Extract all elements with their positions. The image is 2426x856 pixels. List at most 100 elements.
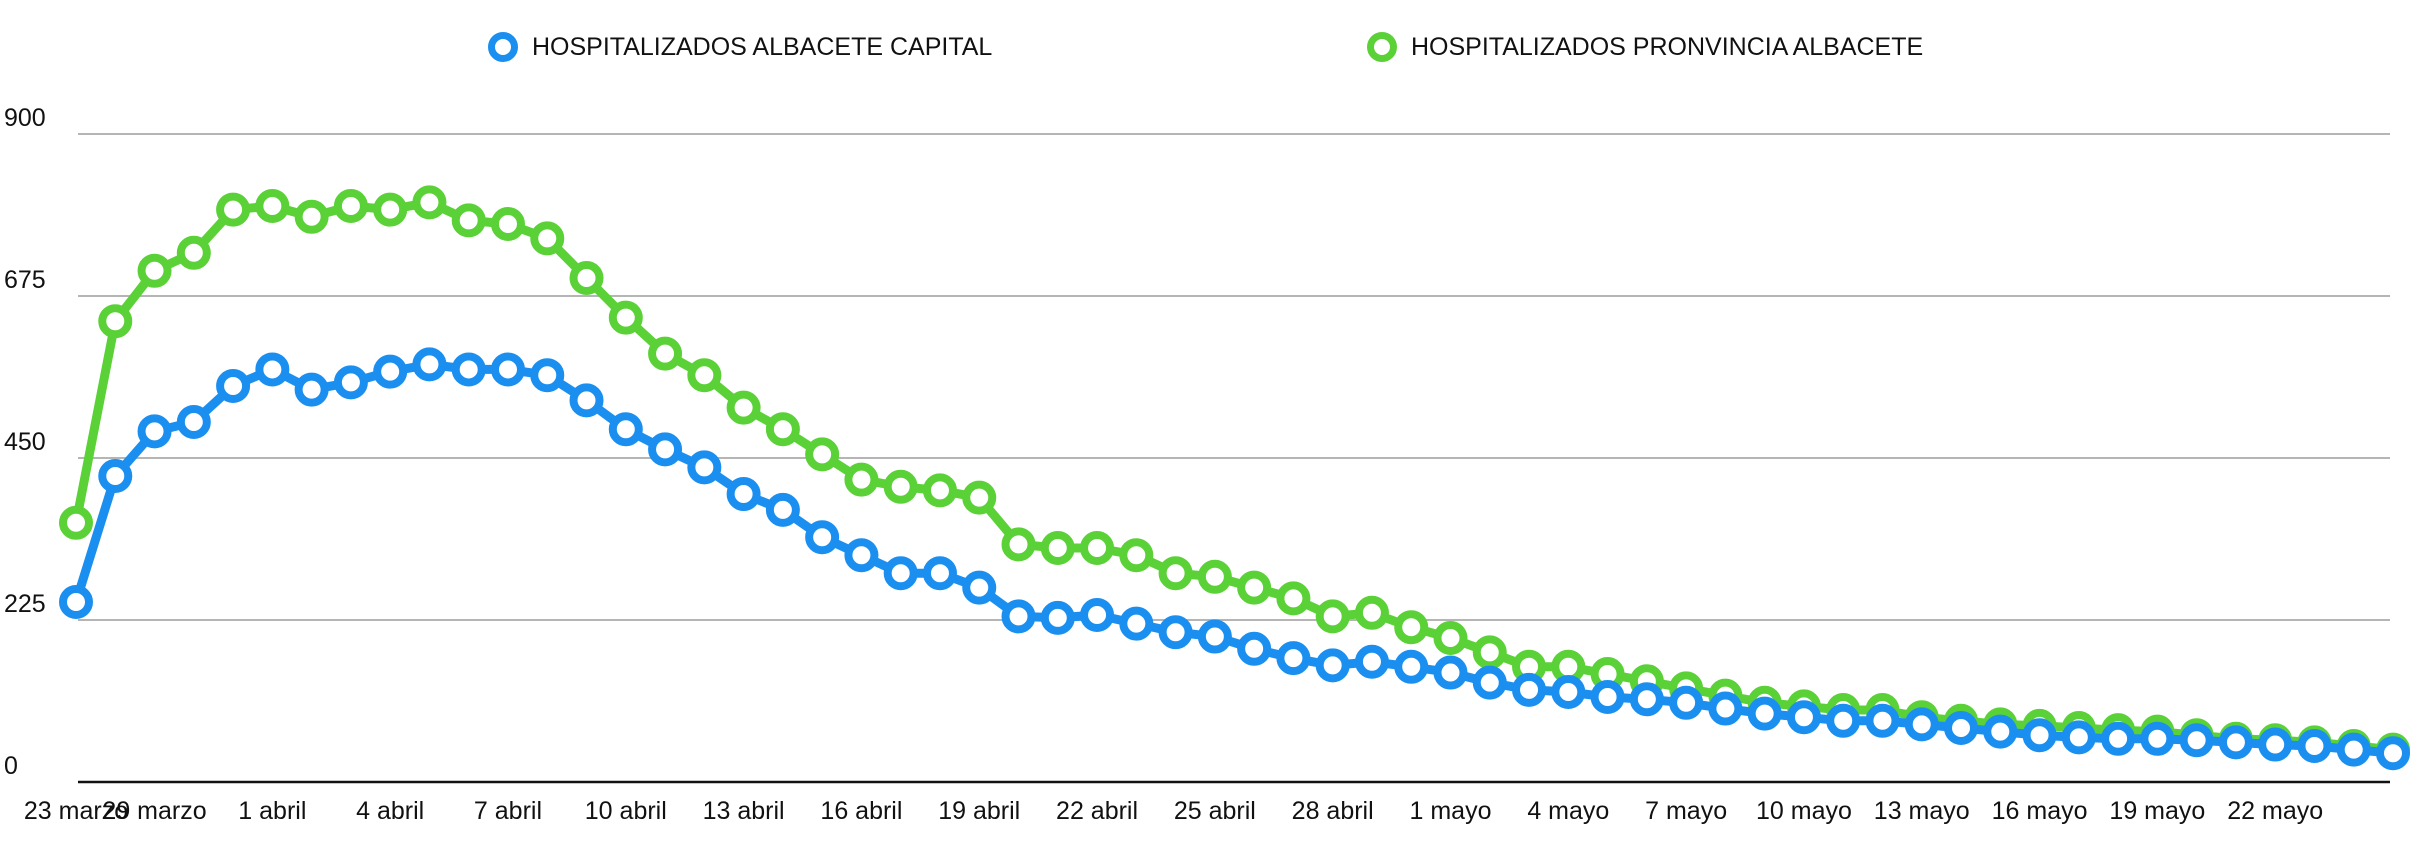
data-point bbox=[333, 365, 368, 400]
data-point bbox=[98, 459, 133, 493]
data-point bbox=[569, 261, 604, 295]
legend-label-capital: HOSPITALIZADOS ALBACETE CAPITAL bbox=[532, 32, 993, 61]
data-point bbox=[962, 480, 997, 515]
data-point bbox=[1472, 665, 1507, 700]
data-point bbox=[2336, 732, 2371, 767]
data-point bbox=[2140, 721, 2175, 756]
x-tick-label: 7 mayo bbox=[1645, 797, 1727, 825]
data-point bbox=[2061, 720, 2096, 755]
data-point bbox=[1315, 648, 1350, 683]
data-point bbox=[255, 189, 290, 223]
data-point bbox=[1197, 619, 1232, 654]
legend-item-capital: HOSPITALIZADOS ALBACETE CAPITAL bbox=[488, 32, 992, 62]
x-tick-label: 13 abril bbox=[703, 797, 785, 825]
data-point bbox=[137, 414, 172, 449]
data-point bbox=[1433, 655, 1468, 690]
y-axis: 0 225 450 675 900 bbox=[4, 104, 46, 780]
data-point bbox=[687, 358, 722, 393]
data-point bbox=[451, 352, 486, 387]
y-tick-label: 900 bbox=[4, 104, 46, 132]
y-tick-label: 450 bbox=[4, 428, 46, 456]
y-tick-label: 675 bbox=[4, 266, 46, 294]
x-tick-label: 22 mayo bbox=[2227, 797, 2323, 825]
x-tick-label: 29 marzo bbox=[102, 797, 206, 825]
data-point bbox=[1119, 606, 1154, 641]
data-point bbox=[1040, 600, 1075, 635]
data-point bbox=[922, 556, 957, 591]
data-point bbox=[2218, 725, 2253, 760]
data-point bbox=[687, 450, 722, 485]
data-point bbox=[1119, 538, 1154, 573]
data-point bbox=[1904, 707, 1939, 742]
data-point bbox=[2101, 721, 2136, 756]
data-point bbox=[1080, 597, 1115, 632]
data-point bbox=[1786, 700, 1821, 735]
data-point bbox=[805, 437, 840, 472]
data-point bbox=[216, 192, 251, 227]
data-point bbox=[1394, 649, 1429, 684]
data-point bbox=[1983, 714, 2018, 749]
data-point bbox=[1001, 599, 1036, 634]
x-tick-label: 23 marzo bbox=[24, 797, 128, 825]
data-point bbox=[962, 570, 997, 605]
x-tick-label: 1 mayo bbox=[1409, 797, 1491, 825]
data-point bbox=[490, 352, 525, 387]
data-point bbox=[1354, 595, 1389, 630]
data-point bbox=[294, 372, 329, 407]
data-point bbox=[844, 462, 879, 497]
x-tick-label: 22 abril bbox=[1056, 797, 1138, 825]
data-point bbox=[726, 390, 761, 425]
data-point bbox=[1237, 570, 1272, 605]
data-point bbox=[648, 336, 683, 371]
data-point bbox=[2258, 727, 2293, 762]
legend-marker-capital bbox=[488, 32, 518, 62]
data-point bbox=[1394, 610, 1429, 645]
series-line bbox=[71, 359, 2398, 758]
series-provincia bbox=[59, 185, 2410, 767]
data-point bbox=[1158, 556, 1193, 591]
x-tick-label: 4 abril bbox=[356, 797, 424, 825]
data-point bbox=[1669, 685, 1704, 720]
data-point bbox=[176, 405, 211, 439]
data-point bbox=[883, 469, 918, 504]
data-point bbox=[2022, 718, 2057, 753]
data-point bbox=[1708, 691, 1743, 726]
data-point bbox=[530, 358, 565, 393]
data-point bbox=[98, 304, 133, 339]
data-point bbox=[844, 538, 879, 573]
x-tick-label: 1 abril bbox=[238, 797, 306, 825]
x-tick-label: 4 mayo bbox=[1527, 797, 1609, 825]
data-point bbox=[373, 354, 408, 389]
data-point bbox=[1354, 644, 1389, 679]
data-point bbox=[412, 347, 447, 382]
data-point bbox=[137, 253, 172, 288]
data-point bbox=[1315, 599, 1350, 634]
data-point bbox=[59, 505, 93, 540]
data-point bbox=[1040, 531, 1075, 565]
x-tick-label: 7 abril bbox=[474, 797, 542, 825]
x-tick-label: 19 abril bbox=[938, 797, 1020, 825]
data-point bbox=[333, 189, 368, 223]
data-point bbox=[1433, 621, 1468, 655]
data-point bbox=[530, 221, 565, 256]
series-capital bbox=[59, 347, 2410, 771]
legend-item-provincia: HOSPITALIZADOS PRONVINCIA ALBACETE bbox=[1367, 32, 1923, 62]
data-point bbox=[216, 369, 251, 403]
data-point bbox=[1472, 635, 1507, 670]
data-point bbox=[1551, 675, 1586, 709]
data-point bbox=[2179, 723, 2214, 758]
data-point bbox=[608, 412, 643, 447]
data-point bbox=[59, 585, 93, 619]
data-point bbox=[1276, 581, 1311, 616]
x-tick-label: 10 mayo bbox=[1756, 797, 1852, 825]
data-point bbox=[490, 207, 525, 241]
data-point bbox=[1826, 703, 1861, 738]
data-point bbox=[1237, 631, 1272, 666]
y-tick-label: 0 bbox=[4, 752, 18, 780]
data-point bbox=[1197, 559, 1232, 594]
data-point bbox=[648, 432, 683, 467]
x-tick-label: 16 mayo bbox=[1992, 797, 2088, 825]
data-point bbox=[1276, 641, 1311, 676]
